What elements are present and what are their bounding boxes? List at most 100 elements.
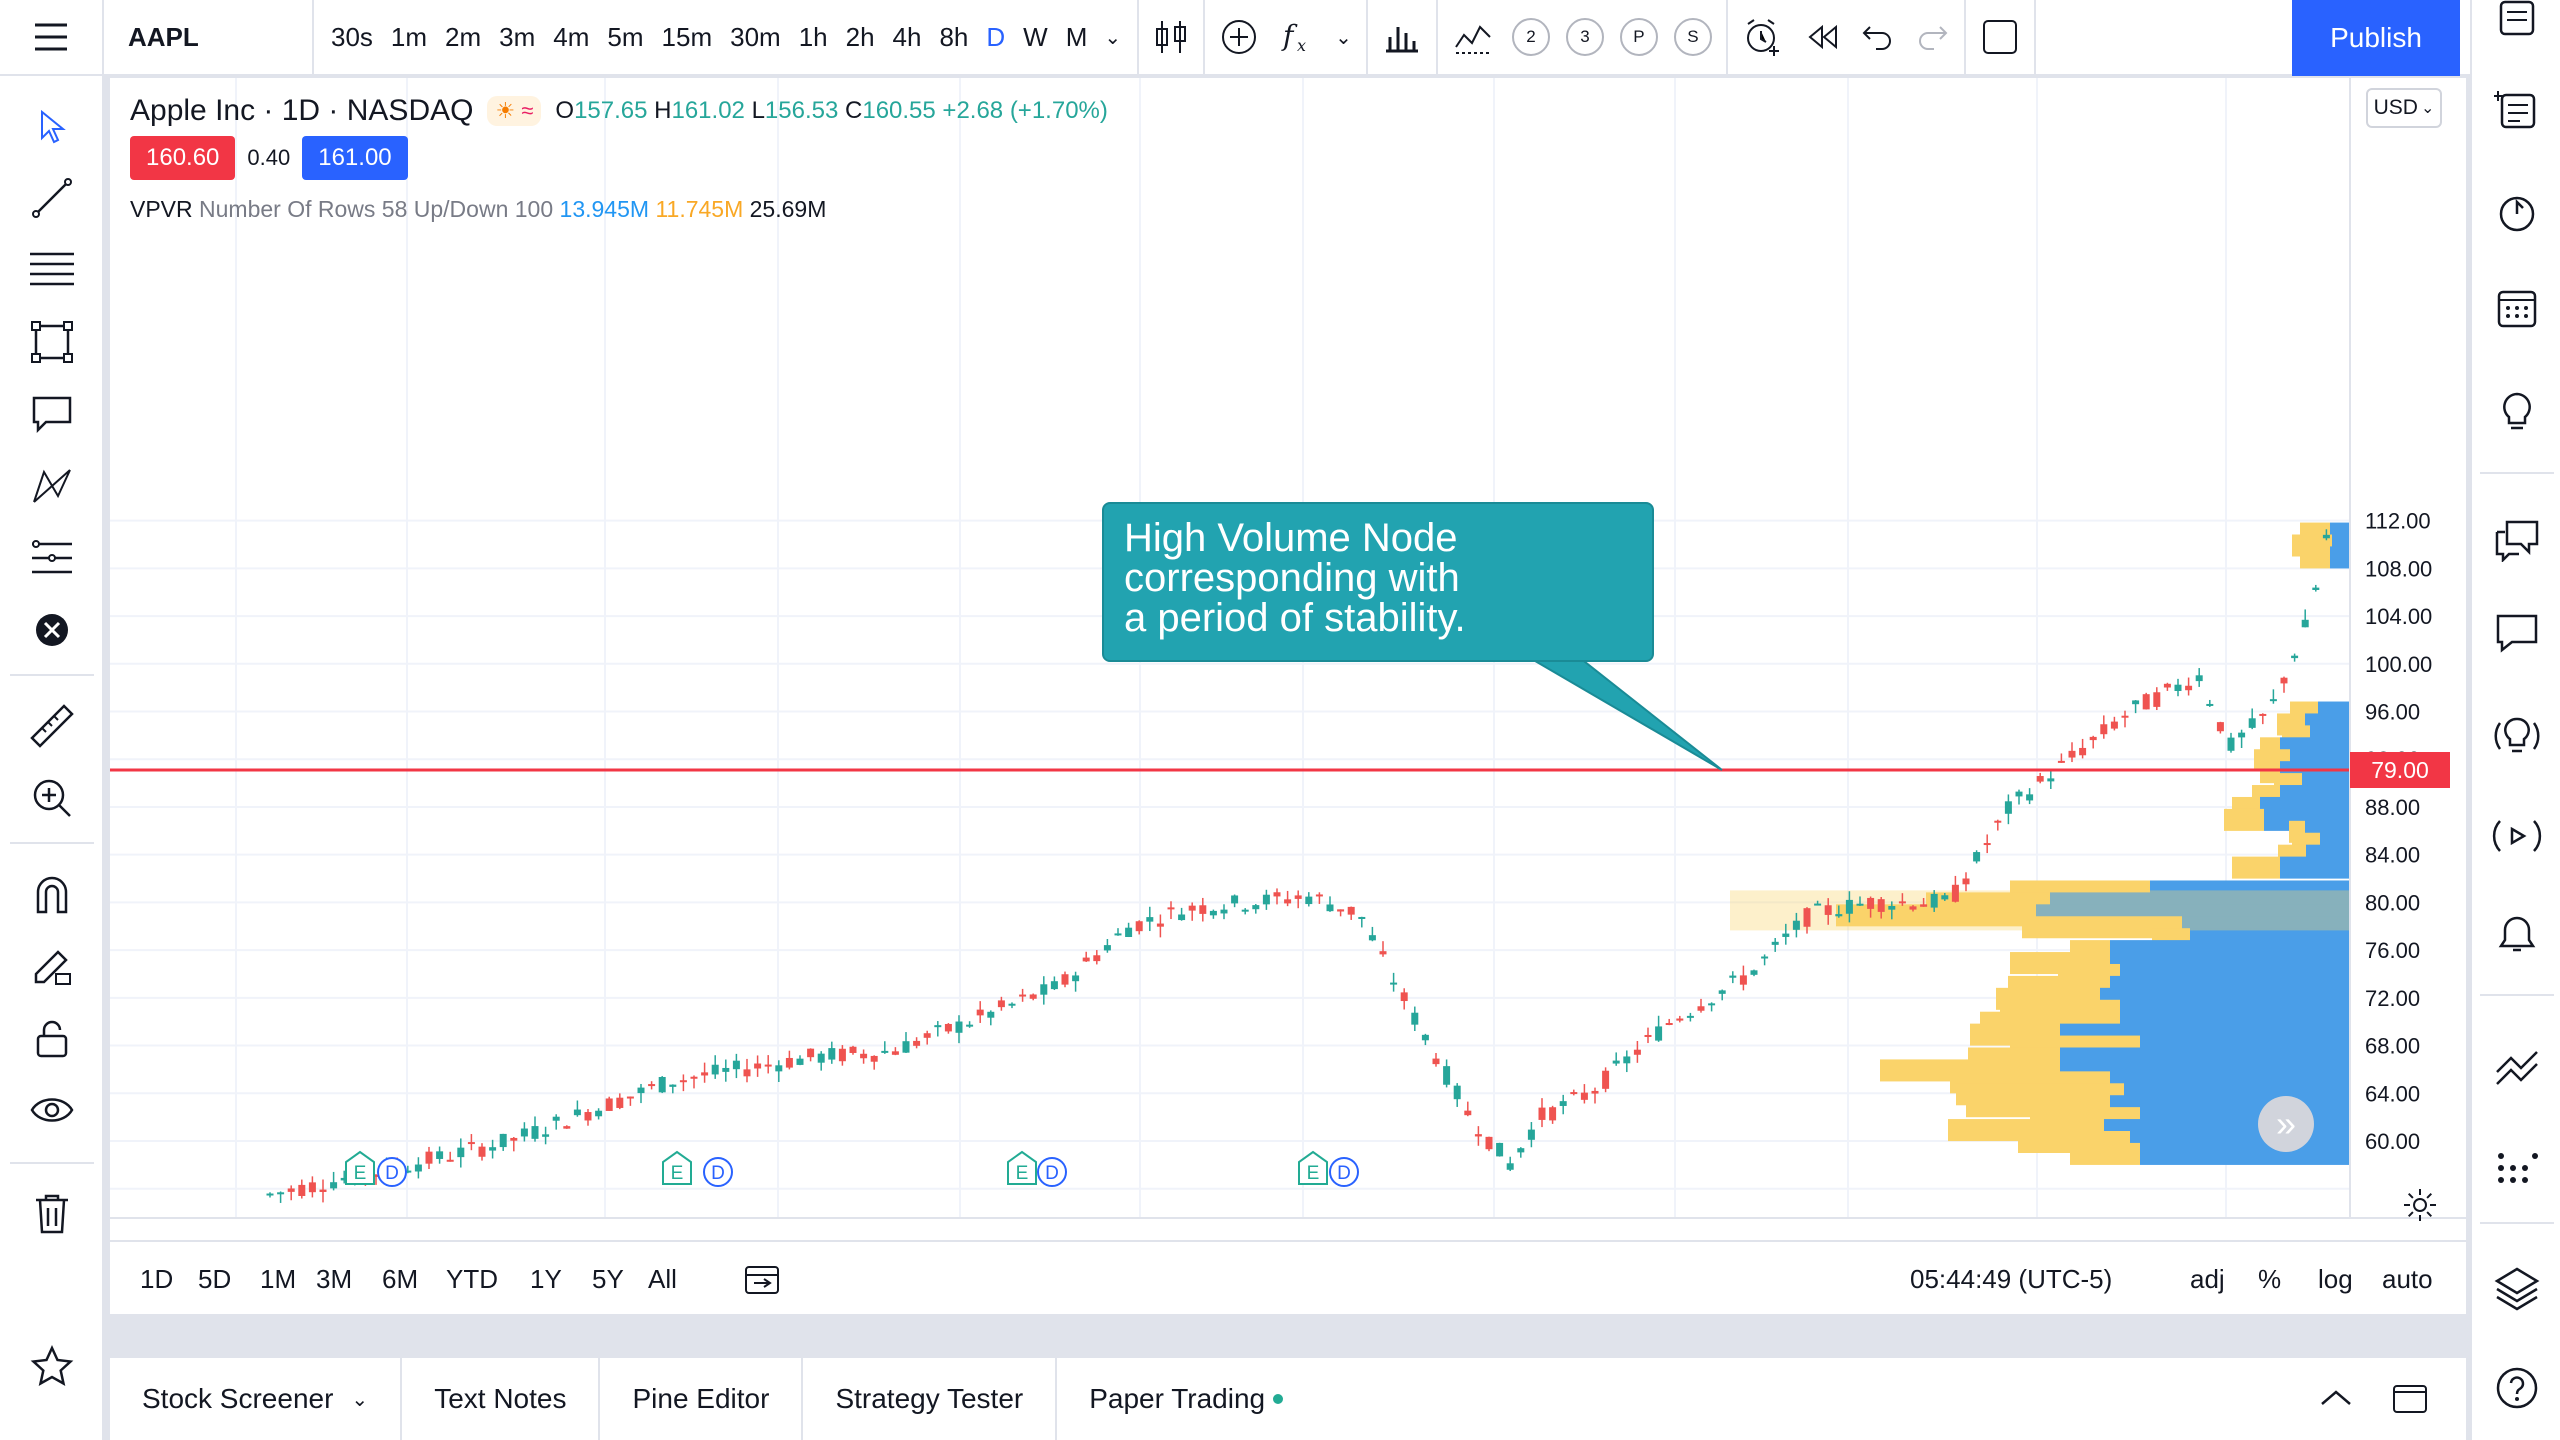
settings-gear-icon[interactable] — [2402, 1168, 2438, 1242]
alarm-add-icon[interactable] — [1742, 16, 1784, 58]
interval-w[interactable]: W — [1023, 21, 1048, 52]
zoom-in-icon[interactable] — [22, 768, 82, 828]
interval-30m[interactable]: 30m — [730, 21, 781, 52]
interval-4h[interactable]: 4h — [892, 21, 922, 52]
range-1m[interactable]: 1M — [260, 1263, 297, 1294]
interval-3m[interactable]: 3m — [499, 21, 536, 52]
scale-option-log[interactable]: log — [2318, 1263, 2353, 1294]
interval-1m[interactable]: 1m — [390, 21, 428, 52]
pattern-icon[interactable] — [22, 456, 82, 516]
earnings-marker[interactable]: E — [1007, 1150, 1037, 1185]
compare-plus-icon[interactable] — [1219, 17, 1259, 57]
tab-strategy-tester[interactable]: Strategy Tester — [803, 1358, 1058, 1440]
earnings-marker[interactable]: E — [662, 1150, 692, 1185]
tab-paper-trading[interactable]: Paper Trading — [1057, 1358, 1315, 1440]
price-chart[interactable]: 112.00108.00104.00100.0096.0092.0088.008… — [110, 78, 2466, 1278]
date-range-icon[interactable] — [742, 1242, 782, 1316]
sell-button[interactable]: 160.60 — [130, 136, 236, 180]
interval-15m[interactable]: 15m — [661, 21, 713, 52]
maximize-panel-icon[interactable] — [2390, 1380, 2430, 1421]
collapse-panel-icon[interactable] — [2316, 1380, 2356, 1421]
hotlist-flame-icon[interactable] — [2487, 182, 2547, 242]
interval-2m[interactable]: 2m — [445, 21, 482, 52]
undo-icon[interactable] — [1860, 19, 1896, 55]
eye-icon[interactable] — [22, 1080, 82, 1140]
buy-button[interactable]: 161.00 — [302, 136, 408, 180]
range-1y[interactable]: 1Y — [530, 1263, 562, 1294]
fib-retracement-icon[interactable] — [22, 240, 82, 300]
trading-panel-icon[interactable] — [2487, 1034, 2547, 1094]
dom-icon[interactable] — [2487, 1138, 2547, 1198]
circle-button-s[interactable]: S — [1673, 18, 1712, 56]
market-status-badge[interactable]: ☀ ≈ — [487, 96, 542, 126]
range-5y[interactable]: 5Y — [592, 1263, 624, 1294]
interval-m[interactable]: M — [1065, 21, 1088, 52]
range-3m[interactable]: 3M — [316, 1263, 353, 1294]
magnet-icon[interactable] — [22, 864, 82, 924]
calendar-icon[interactable] — [2487, 278, 2547, 338]
circle-button-3[interactable]: 3 — [1565, 18, 1604, 56]
replay-icon[interactable] — [1802, 17, 1842, 57]
clock[interactable]: 05:44:49 (UTC-5) — [1910, 1263, 2113, 1294]
tab-text-notes[interactable]: Text Notes — [402, 1358, 601, 1440]
currency-select[interactable]: USD ⌄ — [2366, 88, 2442, 128]
dividend-marker[interactable]: D — [703, 1157, 733, 1187]
range-5d[interactable]: 5D — [198, 1263, 232, 1294]
interval-chevron-down-icon[interactable]: ⌄ — [1104, 26, 1122, 49]
interval-2h[interactable]: 2h — [845, 21, 875, 52]
trend-line-icon[interactable] — [22, 168, 82, 228]
lock-icon[interactable] — [22, 1008, 82, 1068]
tab-stock-screener[interactable]: Stock Screener ⌄ — [110, 1358, 403, 1440]
star-icon[interactable] — [22, 1336, 82, 1396]
interval-4m[interactable]: 4m — [553, 21, 590, 52]
tab-pine-editor[interactable]: Pine Editor — [600, 1358, 804, 1440]
menu-button[interactable] — [0, 0, 104, 75]
range-6m[interactable]: 6M — [382, 1263, 419, 1294]
watchlist-icon[interactable] — [2487, 0, 2547, 50]
interval-1h[interactable]: 1h — [798, 21, 828, 52]
candles-icon[interactable] — [1153, 17, 1189, 57]
annotation-callout[interactable]: High Volume Node corresponding with a pe… — [1102, 502, 1654, 662]
chats-icon[interactable] — [2487, 510, 2547, 570]
text-note-icon[interactable] — [22, 384, 82, 444]
sparkline-icon[interactable] — [1452, 17, 1494, 57]
scale-option-percent[interactable]: % — [2258, 1263, 2282, 1294]
public-chat-icon[interactable] — [2487, 604, 2547, 664]
prediction-icon[interactable] — [22, 528, 82, 588]
layout-square-icon[interactable] — [1980, 17, 2020, 57]
scale-option-auto[interactable]: auto — [2382, 1263, 2433, 1294]
dividend-marker[interactable]: D — [1037, 1157, 1067, 1187]
symbol-title[interactable]: Apple Inc · 1D · NASDAQ — [130, 94, 474, 127]
financials-bars-icon[interactable] — [1382, 17, 1422, 57]
interval-5m[interactable]: 5m — [607, 21, 644, 52]
alerts-list-icon[interactable] — [2487, 80, 2547, 140]
notifications-bell-icon[interactable] — [2487, 904, 2547, 964]
dividend-marker[interactable]: D — [1329, 1157, 1359, 1187]
rectangle-icon[interactable] — [22, 312, 82, 372]
scroll-to-realtime-button[interactable]: » — [2258, 1096, 2314, 1152]
earnings-marker[interactable]: E — [1298, 1150, 1328, 1185]
ruler-icon[interactable] — [22, 696, 82, 756]
streams-icon[interactable] — [2487, 806, 2547, 866]
stay-drawing-icon[interactable] — [22, 936, 82, 996]
ideas-stream-icon[interactable] — [2487, 706, 2547, 766]
circle-button-p[interactable]: P — [1619, 18, 1658, 56]
redo-icon[interactable] — [1914, 19, 1950, 55]
trash-icon[interactable] — [22, 1184, 82, 1244]
scale-option-adj[interactable]: adj — [2190, 1263, 2225, 1294]
object-tree-icon[interactable] — [2487, 1258, 2547, 1318]
circle-button-2[interactable]: 2 — [1511, 18, 1550, 56]
interval-30s[interactable]: 30s — [331, 21, 373, 52]
range-ytd[interactable]: YTD — [446, 1263, 498, 1294]
range-1d[interactable]: 1D — [140, 1263, 174, 1294]
interval-d[interactable]: D — [986, 21, 1006, 52]
chevron-down-icon[interactable]: ⌄ — [1335, 26, 1352, 49]
symbol-search[interactable]: AAPL — [104, 0, 314, 75]
remove-drawings-icon[interactable] — [22, 600, 82, 660]
publish-button[interactable]: Publish — [2292, 0, 2460, 76]
dividend-marker[interactable]: D — [377, 1157, 407, 1187]
indicator-legend[interactable]: VPVR Number Of Rows 58 Up/Down 100 13.94… — [130, 196, 1108, 223]
ideas-bulb-icon[interactable] — [2487, 382, 2547, 442]
help-icon[interactable] — [2487, 1358, 2547, 1418]
earnings-marker[interactable]: E — [345, 1150, 375, 1185]
